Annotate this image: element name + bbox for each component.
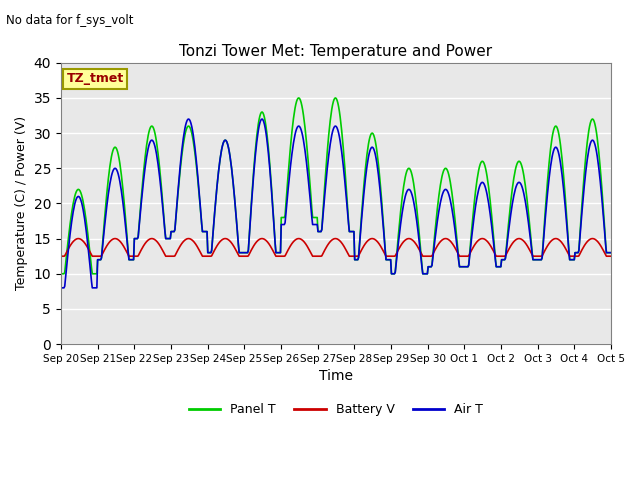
Battery V [75,236,83,241]
Air T [185,116,193,122]
Battery V [607,253,615,259]
Text: No data for f_sys_volt: No data for f_sys_volt [6,14,134,27]
Panel T [295,95,303,101]
Battery V [67,242,75,248]
Line: Panel T: Panel T [61,98,611,274]
Panel T [179,141,187,147]
Line: Battery V: Battery V [61,239,611,256]
Legend: Panel T, Battery V, Air T: Panel T, Battery V, Air T [184,398,488,421]
Panel T [57,271,65,276]
Panel T [209,238,216,244]
Battery V [209,250,217,256]
Air T [607,250,615,255]
Panel T [607,250,615,255]
Battery V [57,253,65,259]
Panel T [420,271,428,276]
Panel T [404,167,412,172]
Air T [57,285,65,291]
Air T [124,242,131,248]
Air T [67,225,75,231]
Battery V [180,238,188,244]
Air T [420,271,428,276]
Y-axis label: Temperature (C) / Power (V): Temperature (C) / Power (V) [15,116,28,290]
Panel T [124,239,131,245]
Title: Tonzi Tower Met: Temperature and Power: Tonzi Tower Met: Temperature and Power [179,44,493,59]
Battery V [420,253,428,259]
Panel T [67,216,75,221]
Battery V [404,236,412,242]
Air T [404,188,412,193]
Battery V [124,252,132,258]
Air T [209,228,217,234]
Line: Air T: Air T [61,119,611,288]
Text: TZ_tmet: TZ_tmet [67,72,124,85]
X-axis label: Time: Time [319,370,353,384]
Air T [179,135,187,141]
